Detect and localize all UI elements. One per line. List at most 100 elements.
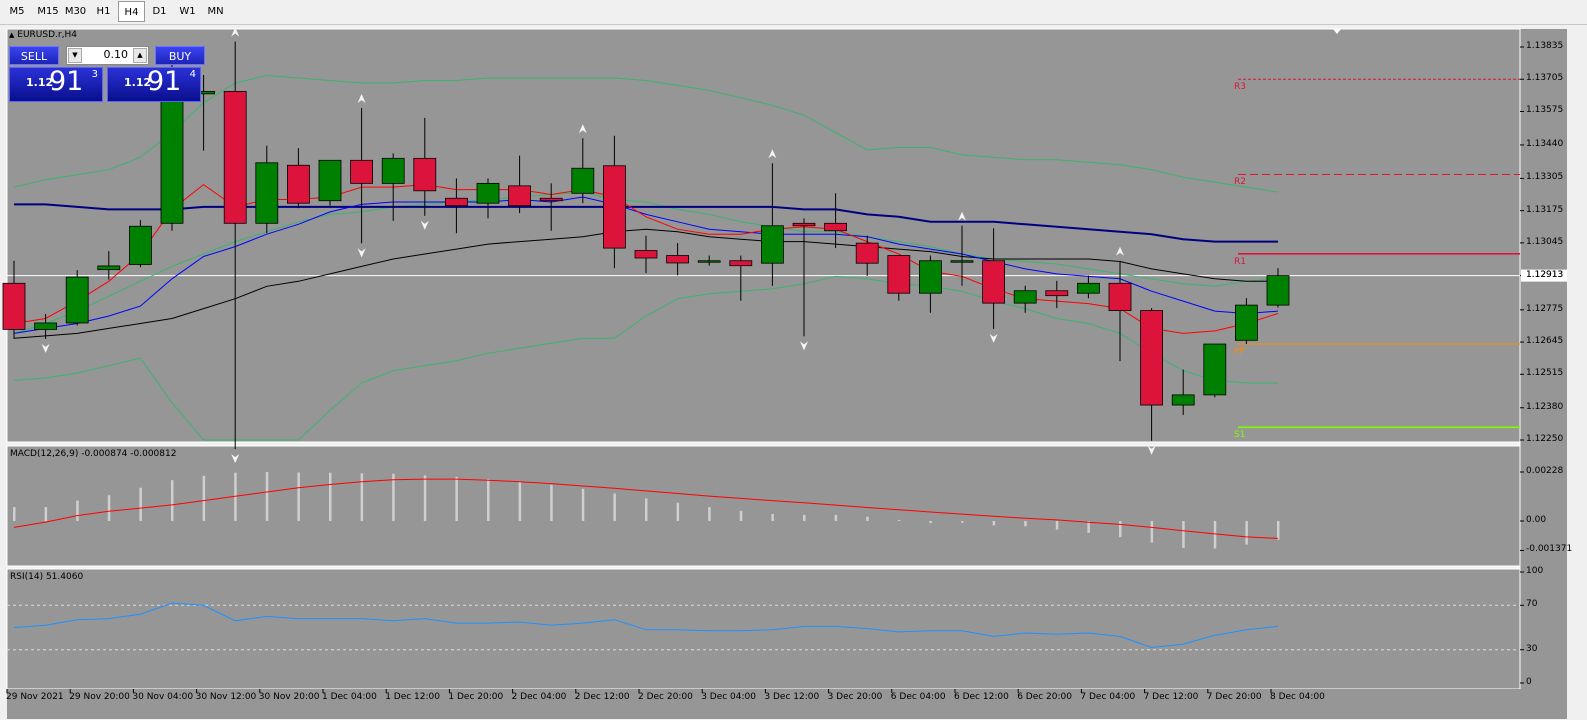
time-tick-label: 8 Dec 04:00 bbox=[1270, 692, 1325, 702]
candle-body bbox=[1203, 343, 1227, 396]
chart-canvas[interactable] bbox=[0, 26, 1587, 720]
timeframe-button-m15[interactable]: M15 bbox=[37, 6, 59, 17]
macd-histogram-bar bbox=[76, 500, 79, 521]
candle-body bbox=[982, 260, 1005, 304]
rsi-label: RSI(14) 51.4060 bbox=[10, 572, 84, 582]
macd-histogram-bar bbox=[834, 514, 838, 521]
macd-histogram-bar bbox=[329, 472, 332, 521]
candle-body bbox=[444, 197, 468, 207]
macd-panel bbox=[6, 445, 1521, 567]
fractal-down-arrow-icon bbox=[231, 454, 240, 464]
rsi-line bbox=[13, 602, 1279, 649]
candle-body bbox=[1140, 310, 1163, 406]
time-tick-label: 29 Nov 2021 bbox=[6, 692, 64, 702]
candle-body bbox=[255, 162, 279, 224]
fractal-down-arrow-icon bbox=[1147, 445, 1156, 455]
macd-histogram-bar bbox=[581, 488, 585, 521]
sell-price-fraction: 3 bbox=[91, 69, 98, 80]
time-tick-label: 6 Dec 04:00 bbox=[890, 692, 946, 702]
timeframe-button-d1[interactable]: D1 bbox=[152, 6, 167, 17]
candle-body bbox=[855, 242, 879, 264]
sell-price-button[interactable]: 1.12 91 3 bbox=[9, 66, 103, 102]
sell-button[interactable]: SELL bbox=[9, 46, 59, 65]
lot-increase-icon[interactable]: ▲ bbox=[133, 48, 147, 63]
collapse-triangle-icon[interactable]: ▲ bbox=[9, 31, 15, 39]
candle-body bbox=[1235, 304, 1258, 341]
price-tick-label: 1.13835 bbox=[1526, 41, 1564, 51]
price-tick-label: 1.12913 bbox=[1526, 269, 1564, 280]
macd-histogram-bar bbox=[13, 507, 16, 521]
chart-title-text: EURUSD.r,H4 bbox=[17, 30, 77, 40]
macd-histogram-bar bbox=[297, 472, 300, 521]
macd-histogram-bar bbox=[803, 514, 806, 521]
time-tick-label: 3 Dec 20:00 bbox=[827, 692, 883, 702]
candle-body bbox=[413, 157, 437, 192]
chart-title: ▲ EURUSD.r,H4 bbox=[9, 30, 77, 40]
candle-body bbox=[2, 282, 26, 330]
macd-histogram-bar bbox=[455, 476, 458, 521]
macd-histogram-bar bbox=[1245, 521, 1248, 545]
macd-histogram-bar bbox=[423, 475, 427, 521]
candle-body bbox=[508, 185, 532, 207]
timeframe-button-m30[interactable]: M30 bbox=[64, 6, 87, 17]
rsi-tick-label: 30 bbox=[1526, 643, 1538, 654]
timeframe-button-w1[interactable]: W1 bbox=[179, 6, 196, 17]
time-tick-label: 7 Dec 12:00 bbox=[1143, 692, 1199, 702]
candle-body bbox=[666, 255, 689, 264]
time-tick-label: 30 Nov 20:00 bbox=[258, 692, 320, 702]
rsi-tick-label: 100 bbox=[1526, 566, 1544, 576]
candle-body bbox=[539, 197, 563, 202]
time-tick-label: 1 Dec 12:00 bbox=[385, 692, 440, 702]
moving-average-blue-line bbox=[13, 196, 1279, 334]
price-tick-label: 1.12250 bbox=[1526, 434, 1564, 444]
rsi-tick-label: 0 bbox=[1526, 677, 1532, 687]
time-tick-label: 1 Dec 20:00 bbox=[448, 692, 504, 702]
lot-size-value[interactable]: 0.10 bbox=[103, 48, 129, 61]
macd-histogram-bar bbox=[550, 484, 553, 521]
current-price-tag bbox=[1521, 269, 1567, 282]
buy-button[interactable]: BUY bbox=[155, 46, 205, 65]
candle-body bbox=[761, 225, 784, 264]
timeframe-button-h4[interactable]: H4 bbox=[118, 1, 145, 22]
macd-histogram-bar bbox=[771, 513, 774, 521]
lot-decrease-icon[interactable]: ▼ bbox=[68, 48, 82, 63]
pivot-label-pp: PP bbox=[1234, 347, 1245, 358]
macd-histogram-bar bbox=[929, 521, 932, 524]
candle-body bbox=[1266, 275, 1290, 306]
time-tick-label: 7 Dec 20:00 bbox=[1206, 692, 1262, 702]
fractal-down-arrow-icon bbox=[41, 343, 50, 353]
timeframe-button-m5[interactable]: M5 bbox=[9, 6, 25, 17]
timeframe-button-mn[interactable]: MN bbox=[207, 6, 224, 17]
candle-body bbox=[950, 260, 974, 263]
candle-body bbox=[603, 165, 626, 249]
time-tick-label: 2 Dec 20:00 bbox=[638, 692, 693, 702]
candle-body bbox=[286, 164, 310, 204]
candle-body bbox=[634, 250, 658, 259]
time-tick-label: 6 Dec 20:00 bbox=[1017, 692, 1072, 702]
time-tick-label: 6 Dec 12:00 bbox=[954, 692, 1009, 702]
pivot-label-r3: R3 bbox=[1234, 82, 1246, 93]
timeframe-toolbar: M5 M15 M30 H1 H4 D1 W1 MN bbox=[0, 0, 1587, 25]
macd-tick-label: 0.00 bbox=[1526, 515, 1547, 525]
buy-price-points: 91 bbox=[147, 66, 182, 97]
timeframe-button-h1[interactable]: H1 bbox=[96, 6, 111, 17]
price-tick-label: 1.12515 bbox=[1526, 368, 1564, 379]
candle-body bbox=[571, 167, 595, 194]
fractal-up-arrow-icon bbox=[578, 124, 587, 134]
candle-body bbox=[223, 90, 247, 224]
candle-body bbox=[919, 260, 942, 294]
macd-histogram-bar bbox=[1024, 521, 1027, 527]
one-click-trading-panel: SELL ▼ 0.10 ▲ BUY 1.12 91 3 1.12 91 4 bbox=[9, 46, 205, 102]
macd-signal-line bbox=[13, 478, 1279, 539]
time-tick-label: 30 Nov 04:00 bbox=[132, 692, 194, 702]
candle-body bbox=[160, 86, 184, 224]
candle-body bbox=[1077, 282, 1100, 294]
buy-price-button[interactable]: 1.12 91 4 bbox=[107, 66, 201, 102]
bollinger-middle-line bbox=[13, 191, 1279, 334]
current-price-tag-label: 1.12913 bbox=[1526, 269, 1564, 280]
chart-window[interactable]: ▲ EURUSD.r,H4 MACD(12,26,9) -0.000874 -0… bbox=[0, 26, 1587, 720]
macd-histogram-bar bbox=[676, 502, 680, 521]
lot-size-stepper[interactable]: ▼ 0.10 ▲ bbox=[66, 46, 149, 65]
candle-body bbox=[792, 222, 816, 227]
price-tick-label: 1.12775 bbox=[1526, 303, 1564, 314]
